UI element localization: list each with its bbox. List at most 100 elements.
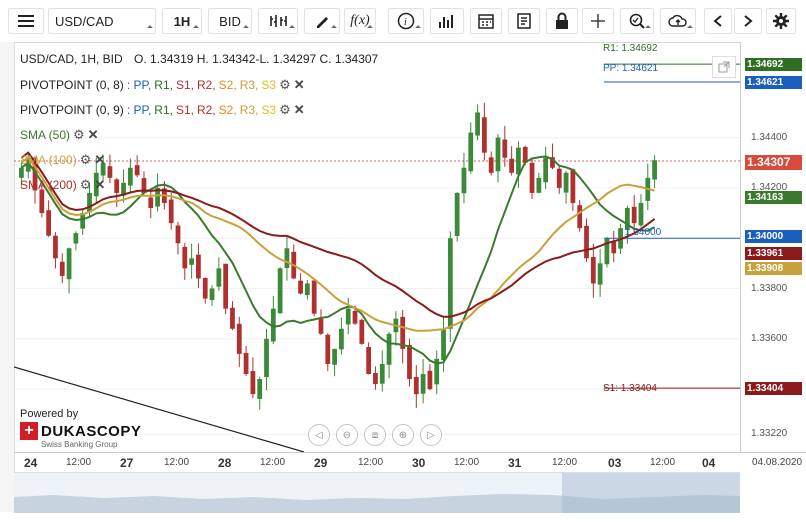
instrument-select[interactable]: USD/CAD xyxy=(48,8,156,34)
settings-button[interactable] xyxy=(766,8,796,34)
candle-body xyxy=(597,263,603,285)
candle-body xyxy=(121,182,126,196)
level-price-tag: 1.34000 xyxy=(745,230,802,244)
candle-body xyxy=(196,254,201,279)
x-tick-label: 24 xyxy=(24,456,38,470)
candle-body xyxy=(339,328,344,350)
scroll-left-button[interactable]: ◁ xyxy=(308,424,330,446)
x-tick-label: 04 xyxy=(702,456,716,470)
zoom-out-icon: ⊖ xyxy=(342,429,352,441)
candle-body xyxy=(488,157,494,173)
side-select[interactable]: BID xyxy=(208,8,252,34)
navigator[interactable] xyxy=(14,472,740,513)
candle-body xyxy=(264,338,269,378)
instrument-label: USD/CAD xyxy=(55,13,114,29)
candle-body xyxy=(25,157,31,172)
price-chart[interactable] xyxy=(14,42,740,452)
zoom-button[interactable] xyxy=(620,8,654,34)
gear-icon[interactable]: ⚙ xyxy=(79,152,92,167)
info-button[interactable]: i xyxy=(388,8,424,34)
zoom-in-button[interactable]: ⊕ xyxy=(392,424,414,446)
candle-body xyxy=(304,283,310,295)
zoom-in-icon: ⊕ xyxy=(398,429,408,441)
sma200-price-tag: 1.33961 xyxy=(745,247,802,260)
sma200-indicator: SMA (200) ⚙ ✕ xyxy=(20,177,105,193)
scroll-right-button[interactable]: ▷ xyxy=(420,424,442,446)
candle-body xyxy=(155,187,160,207)
time-axis[interactable]: 24 12:00 27 12:00 28 12:00 29 12:00 30 12:00 31 12:… xyxy=(14,452,806,473)
x-tick-label: 30 xyxy=(412,456,426,470)
chart-type-button[interactable] xyxy=(258,8,298,34)
gear-icon[interactable]: ⚙ xyxy=(279,102,291,117)
close-icon[interactable]: ✕ xyxy=(87,127,99,142)
candle-body xyxy=(509,158,514,173)
candle-body xyxy=(461,167,467,194)
calendar-button[interactable] xyxy=(470,8,502,34)
candle-body xyxy=(182,246,188,269)
candle-body xyxy=(590,257,596,284)
symbol-line: USD/CAD, 1H, BID xyxy=(20,52,123,66)
close-icon[interactable]: ✕ xyxy=(293,77,305,92)
candle-body xyxy=(413,377,419,395)
gear-icon[interactable]: ⚙ xyxy=(79,177,92,192)
next-button[interactable] xyxy=(734,8,762,34)
next-icon xyxy=(744,15,753,27)
pivot1-pp: : PP, xyxy=(126,78,152,92)
candle-body xyxy=(522,146,528,163)
upload-button[interactable] xyxy=(660,8,696,34)
pivot1-s1: S1, xyxy=(175,78,194,92)
candle-body xyxy=(73,233,79,244)
volume-icon xyxy=(439,15,453,28)
candle-body xyxy=(366,346,372,375)
pivot2-r1: R1, xyxy=(154,103,173,117)
period-label: 1H xyxy=(173,13,191,29)
candle-body xyxy=(168,199,174,224)
crosshair-button[interactable] xyxy=(582,8,614,34)
x-tick-label: 12:00 xyxy=(164,457,190,468)
zoom-icon xyxy=(629,13,645,29)
powered-by: Powered by xyxy=(20,408,79,420)
candle-body xyxy=(32,157,38,191)
candle-body xyxy=(447,238,453,329)
menu-button[interactable] xyxy=(8,8,44,34)
close-icon[interactable]: ✕ xyxy=(94,152,106,167)
close-icon[interactable]: ✕ xyxy=(94,177,106,192)
period-select[interactable]: 1H xyxy=(162,8,202,34)
candle-body xyxy=(107,166,113,178)
formula-button[interactable]: f(x) xyxy=(344,8,376,34)
maximize-button[interactable] xyxy=(712,56,736,78)
candle-body xyxy=(454,192,460,236)
close-icon[interactable]: ✕ xyxy=(293,102,305,117)
draw-button[interactable] xyxy=(304,8,340,34)
side-label: BID xyxy=(219,13,241,29)
candle-body xyxy=(332,348,337,365)
pivot1-r3: R3, xyxy=(239,78,259,92)
sma200-line xyxy=(20,151,656,318)
x-tick-label: 12:00 xyxy=(552,457,578,468)
formula-icon: f(x) xyxy=(350,13,370,28)
lock-button[interactable] xyxy=(546,8,578,34)
prev-button[interactable] xyxy=(704,8,732,34)
candle-body xyxy=(502,139,508,158)
upload-icon xyxy=(668,14,687,27)
candle-body xyxy=(441,328,446,361)
pivot1-r2: R2, xyxy=(196,78,216,92)
sma100-indicator: SMA (100) ⚙ ✕ xyxy=(20,152,105,168)
x-tick-label: 12:00 xyxy=(358,457,384,468)
sma50-label: SMA (50) xyxy=(20,128,71,142)
volume-button[interactable] xyxy=(430,8,464,34)
gear-icon[interactable]: ⚙ xyxy=(279,77,291,92)
candle-body xyxy=(475,112,480,136)
candle-body xyxy=(631,206,637,224)
candle-body xyxy=(529,162,535,193)
candle-body xyxy=(134,165,140,176)
zoom-out-button[interactable]: ⊖ xyxy=(336,424,358,446)
dukascopy-logo: Powered by + DUKASCOPY Swiss Banking Gro… xyxy=(20,408,141,449)
report-button[interactable] xyxy=(508,8,540,34)
gear-icon[interactable]: ⚙ xyxy=(73,127,85,142)
fit-button[interactable]: ⧈ xyxy=(364,424,386,446)
candle-body xyxy=(100,162,106,176)
candle-body xyxy=(550,157,555,168)
price-axis[interactable]: 1.332201.334001.336001.338001.340001.342… xyxy=(740,42,806,452)
candle-body xyxy=(46,210,52,236)
